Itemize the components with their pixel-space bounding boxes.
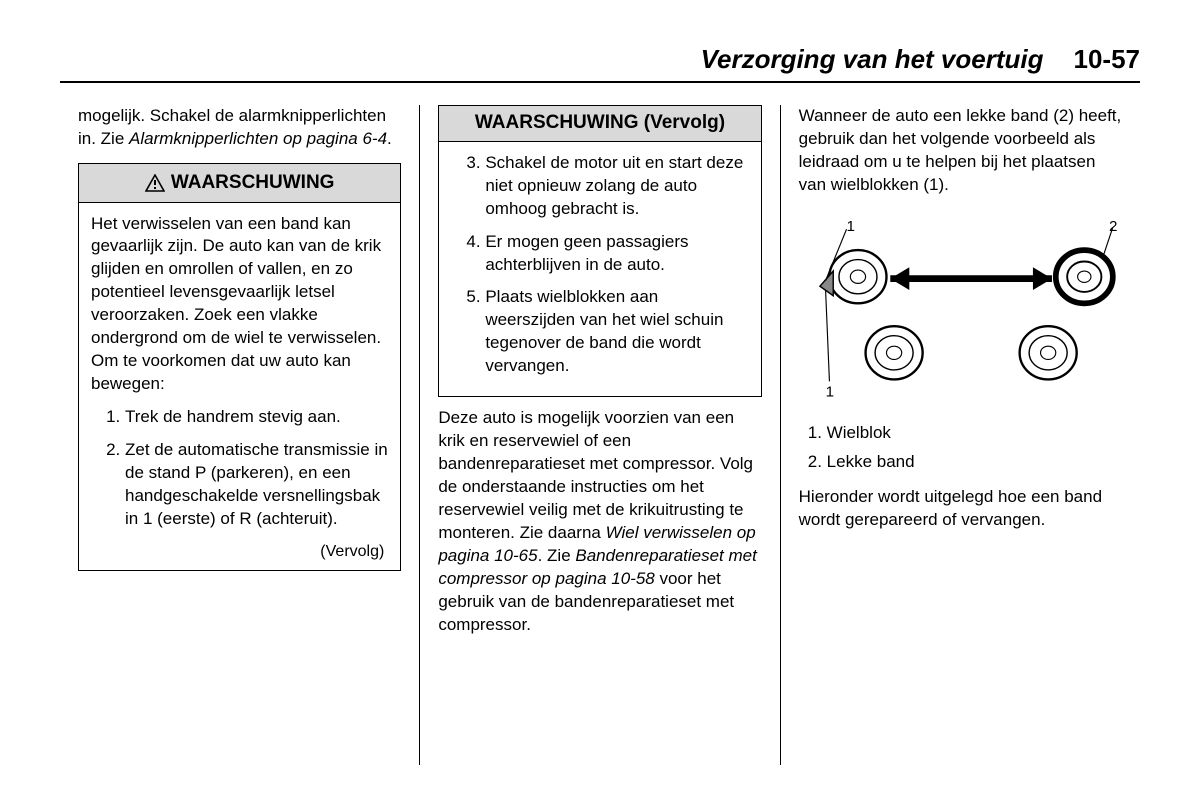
warning-label-1: WAARSCHUWING	[171, 170, 335, 196]
warning-item: Plaats wielblokken aan weerszijden van h…	[485, 286, 748, 378]
column-1: mogelijk. Schakel de alarmknipper­lichte…	[60, 105, 419, 765]
warning-triangle-icon	[145, 174, 165, 192]
warning-item: Schakel de motor uit en start deze niet …	[485, 152, 748, 221]
col1-intro-ref: Alarmknipperlichten op pagina 6-4	[129, 129, 387, 148]
col2-p-a: Deze auto is mogelijk voorzien van een k…	[438, 408, 753, 542]
body-columns: mogelijk. Schakel de alarmknipper­lichte…	[60, 105, 1140, 765]
legend-item: Wielblok	[827, 422, 1122, 445]
warning-list-1: Trek de handrem stevig aan. Zet de autom…	[91, 406, 388, 531]
column-3: Wanneer de auto een lekke band (2) heeft…	[780, 105, 1140, 765]
chapter-title: Verzorging van het voertuig	[701, 44, 1044, 75]
page-header: Verzorging van het voertuig 10-57	[60, 44, 1140, 83]
warning-head-2: WAARSCHUWING (Vervolg)	[439, 106, 760, 142]
warning-box-2: WAARSCHUWING (Vervolg) Schakel de motor …	[438, 105, 761, 397]
warning-body-1: Het verwisselen van een band kan gevaarl…	[79, 203, 400, 571]
warning-label-2: WAARSCHUWING (Vervolg)	[475, 112, 725, 133]
diagram-label-1b: 1	[825, 383, 833, 400]
continued-label: (Vervolg)	[91, 541, 388, 563]
col3-intro: Wanneer de auto een lekke band (2) heeft…	[799, 105, 1122, 197]
col1-intro-end: .	[387, 129, 392, 148]
col2-paragraph: Deze auto is mogelijk voorzien van een k…	[438, 407, 761, 636]
warning-body-2: Schakel de motor uit en start deze niet …	[439, 142, 760, 396]
col3-outro: Hieronder wordt uitgelegd hoe een band w…	[799, 486, 1122, 532]
manual-page: Verzorging van het voertuig 10-57 mogeli…	[0, 0, 1200, 802]
warning-item: Er mogen geen passagiers achterblijven i…	[485, 231, 748, 277]
warning-item: Zet de automatische trans­missie in de s…	[125, 439, 388, 531]
warning-box-1: WAARSCHUWING Het verwisselen van een ban…	[78, 163, 401, 571]
diagram-legend: Wielblok Lekke band	[799, 422, 1122, 474]
wheel-block-diagram: 1 1 2	[799, 215, 1122, 405]
col1-intro: mogelijk. Schakel de alarmknipper­lichte…	[78, 105, 401, 151]
page-number: 10-57	[1074, 44, 1141, 75]
warning-head-1: WAARSCHUWING	[79, 164, 400, 203]
column-2: WAARSCHUWING (Vervolg) Schakel de motor …	[419, 105, 779, 765]
warning-item: Trek de handrem stevig aan.	[125, 406, 388, 429]
legend-item: Lekke band	[827, 451, 1122, 474]
col2-p-b: . Zie	[538, 546, 576, 565]
diagram-label-2: 2	[1109, 218, 1117, 235]
warning-paragraph: Het verwisselen van een band kan gevaarl…	[91, 213, 388, 397]
warning-list-2: Schakel de motor uit en start deze niet …	[451, 152, 748, 378]
diagram-label-1a: 1	[846, 218, 854, 235]
